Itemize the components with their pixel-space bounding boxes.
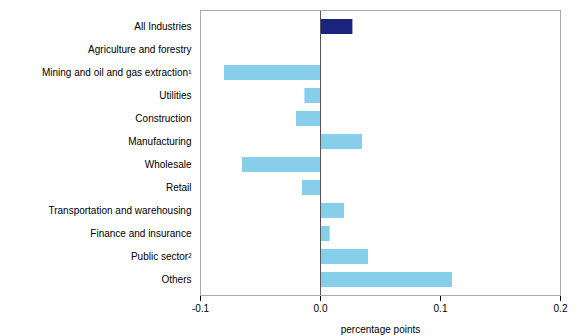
- svg-text:Utilities: Utilities: [159, 90, 191, 101]
- svg-text:0.2: 0.2: [554, 303, 568, 314]
- svg-text:Retail: Retail: [166, 182, 192, 193]
- svg-text:0.1: 0.1: [434, 303, 448, 314]
- svg-text:Agriculture and forestry: Agriculture and forestry: [88, 44, 191, 55]
- svg-text:percentage points: percentage points: [341, 324, 421, 335]
- svg-text:Construction: Construction: [135, 113, 191, 124]
- svg-text:Manufacturing: Manufacturing: [128, 136, 191, 147]
- svg-text:Others: Others: [161, 274, 191, 285]
- svg-text:Public sector²: Public sector²: [131, 251, 192, 262]
- svg-text:Mining and oil and gas extract: Mining and oil and gas extraction¹: [42, 67, 192, 78]
- svg-text:Wholesale: Wholesale: [145, 159, 192, 170]
- svg-text:Finance and insurance: Finance and insurance: [90, 228, 192, 239]
- svg-text:All Industries: All Industries: [134, 21, 191, 32]
- svg-text:0.0: 0.0: [314, 303, 328, 314]
- svg-text:-0.1: -0.1: [192, 303, 210, 314]
- svg-text:Transportation and warehousing: Transportation and warehousing: [48, 205, 191, 216]
